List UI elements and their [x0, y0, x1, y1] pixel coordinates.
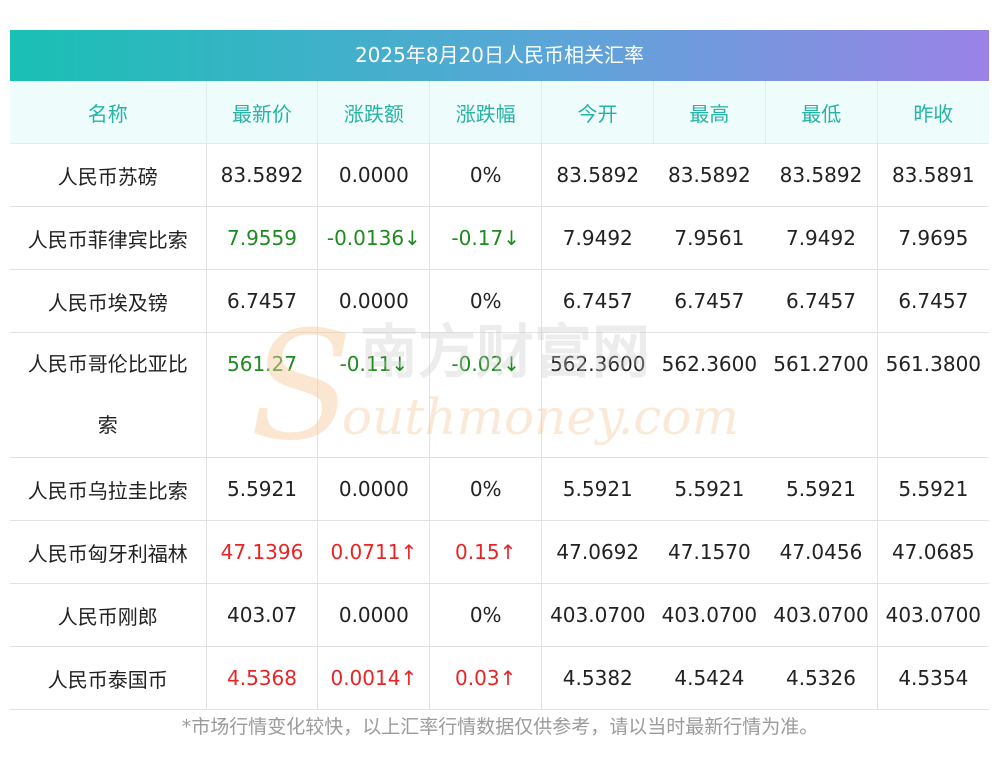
cell-change: -0.0136↓: [317, 206, 431, 270]
cell-latest: 403.07: [206, 583, 319, 647]
cell-open: 4.5382: [541, 646, 654, 710]
cell-low: 47.0456: [765, 520, 878, 584]
cell-high: 403.0700: [653, 583, 766, 647]
cell-pct: 0.03↑: [429, 646, 543, 710]
table-row: 人民币苏磅 83.5892 0.0000 0% 83.5892 83.5892 83.589…: [10, 143, 989, 207]
cell-latest: 47.1396: [206, 520, 319, 584]
header-pct: 涨跌幅: [429, 81, 543, 144]
currency-name: 人民币匈牙利福林: [10, 520, 207, 584]
cell-change: 0.0014↑: [317, 646, 431, 710]
cell-open: 403.0700: [541, 583, 654, 647]
header-prev: 昨收: [877, 81, 989, 144]
cell-open: 5.5921: [541, 457, 654, 521]
cell-latest: 7.9559: [206, 206, 319, 270]
cell-latest: 561.27: [206, 332, 319, 458]
cell-pct: -0.02↓: [429, 332, 543, 458]
cell-high: 4.5424: [653, 646, 766, 710]
header-low: 最低: [765, 81, 878, 144]
currency-name: 人民币刚郎: [10, 583, 207, 647]
cell-high: 6.7457: [653, 269, 766, 333]
cell-open: 7.9492: [541, 206, 654, 270]
currency-name-text: 人民币埃及镑: [47, 290, 168, 315]
cell-prev: 83.5891: [877, 143, 989, 207]
header-change: 涨跌额: [317, 81, 431, 144]
cell-pct: 0%: [429, 269, 543, 333]
disclaimer-footer: *市场行情变化较快，以上汇率行情数据仅供参考，请以当时最新行情为准。: [181, 716, 819, 738]
table-row: 人民币泰国币 4.5368 0.0014↑ 0.03↑ 4.5382 4.5424 4.53…: [10, 646, 989, 710]
cell-low: 6.7457: [765, 269, 878, 333]
currency-name-text: 人民币刚郎: [57, 604, 158, 629]
cell-change: 0.0711↑: [317, 520, 431, 584]
table-row: 人民币刚郎 403.07 0.0000 0% 403.0700 403.0700 403.0…: [10, 583, 989, 647]
cell-pct: 0%: [429, 457, 543, 521]
cell-low: 403.0700: [765, 583, 878, 647]
cell-low: 83.5892: [765, 143, 878, 207]
table-row: 人民币埃及镑 6.7457 0.0000 0% 6.7457 6.7457 6.7457 6.…: [10, 269, 989, 333]
cell-high: 7.9561: [653, 206, 766, 270]
cell-prev: 4.5354: [877, 646, 989, 710]
cell-change: 0.0000: [317, 457, 431, 521]
cell-change: -0.11↓: [317, 332, 431, 458]
cell-low: 7.9492: [765, 206, 878, 270]
cell-latest: 5.5921: [206, 457, 319, 521]
cell-high: 83.5892: [653, 143, 766, 207]
cell-high: 5.5921: [653, 457, 766, 521]
rate-table-container: 2025年8月20日人民币相关汇率 名称 最新价 涨跌额 涨跌幅 今开 最高 最…: [10, 30, 989, 710]
cell-pct: 0%: [429, 143, 543, 207]
table-title: 2025年8月20日人民币相关汇率: [10, 30, 989, 81]
currency-name-text: 人民币哥伦比亚比: [27, 352, 188, 376]
cell-low: 4.5326: [765, 646, 878, 710]
cell-prev: 403.0700: [877, 583, 989, 647]
table-row: 人民币乌拉圭比索 5.5921 0.0000 0% 5.5921 5.5921 5.5921…: [10, 457, 989, 521]
cell-pct: 0.15↑: [429, 520, 543, 584]
cell-pct: -0.17↓: [429, 206, 543, 270]
table-row: 人民币匈牙利福林 47.1396 0.0711↑ 0.15↑ 47.0692 47.157…: [10, 520, 989, 584]
currency-name-text: 人民币乌拉圭比索: [27, 478, 188, 503]
table-row: 人民币菲律宾比索 7.9559 -0.0136↓ -0.17↓ 7.9492 7.9561…: [10, 206, 989, 270]
currency-name: 人民币哥伦比亚比索: [10, 332, 207, 458]
cell-prev: 47.0685: [877, 520, 989, 584]
header-name: 名称: [10, 81, 207, 144]
cell-latest: 6.7457: [206, 269, 319, 333]
cell-open: 83.5892: [541, 143, 654, 207]
currency-name: 人民币埃及镑: [10, 269, 207, 333]
currency-name: 人民币乌拉圭比索: [10, 457, 207, 521]
rate-table: 名称 最新价 涨跌额 涨跌幅 今开 最高 最低 昨收 人民币苏磅 83.5892 0…: [10, 81, 989, 710]
cell-low: 5.5921: [765, 457, 878, 521]
cell-change: 0.0000: [317, 583, 431, 647]
cell-prev: 7.9695: [877, 206, 989, 270]
cell-high: 562.3600: [653, 332, 766, 458]
cell-open: 562.3600: [541, 332, 654, 458]
cell-prev: 5.5921: [877, 457, 989, 521]
currency-name-text: 人民币匈牙利福林: [27, 541, 188, 566]
cell-change: 0.0000: [317, 269, 431, 333]
cell-pct: 0%: [429, 583, 543, 647]
cell-open: 6.7457: [541, 269, 654, 333]
cell-high: 47.1570: [653, 520, 766, 584]
currency-name-wrap: 索: [97, 413, 118, 437]
cell-low: 561.2700: [765, 332, 878, 458]
cell-prev: 561.3800: [877, 332, 989, 458]
currency-name-text: 人民币菲律宾比索: [27, 227, 188, 252]
currency-name: 人民币苏磅: [10, 143, 207, 207]
cell-prev: 6.7457: [877, 269, 989, 333]
header-open: 今开: [541, 81, 654, 144]
cell-open: 47.0692: [541, 520, 654, 584]
header-high: 最高: [653, 81, 766, 144]
currency-name-text: 人民币泰国币: [47, 667, 168, 692]
currency-name: 人民币泰国币: [10, 646, 207, 710]
cell-latest: 83.5892: [206, 143, 319, 207]
cell-change: 0.0000: [317, 143, 431, 207]
cell-latest: 4.5368: [206, 646, 319, 710]
header-latest: 最新价: [206, 81, 319, 144]
header-row: 名称 最新价 涨跌额 涨跌幅 今开 最高 最低 昨收: [10, 81, 989, 144]
currency-name: 人民币菲律宾比索: [10, 206, 207, 270]
table-row: 人民币哥伦比亚比索 561.27 -0.11↓ -0.02↓ 562.3600 562.3…: [10, 332, 989, 458]
currency-name-text: 人民币苏磅: [57, 164, 158, 189]
